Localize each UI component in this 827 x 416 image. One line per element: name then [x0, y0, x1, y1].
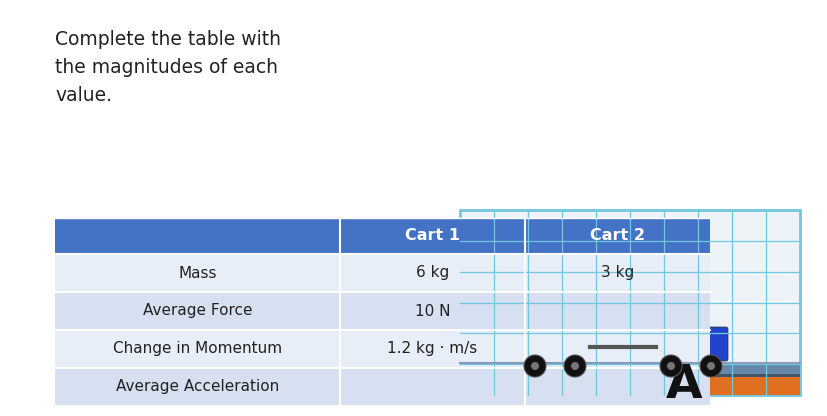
Bar	[460, 363, 799, 377]
Text: Cart 2: Cart 2	[590, 228, 644, 243]
Circle shape	[706, 362, 715, 370]
Text: Mass: Mass	[178, 265, 217, 280]
Bar	[55, 218, 340, 254]
Bar	[340, 254, 524, 292]
Bar	[340, 218, 524, 254]
Bar	[524, 330, 709, 368]
Bar	[340, 292, 524, 330]
Circle shape	[523, 355, 545, 377]
Bar	[460, 365, 799, 374]
Bar	[460, 210, 799, 395]
Bar	[530, 347, 578, 359]
Text: A: A	[665, 363, 701, 408]
Bar	[524, 292, 709, 330]
Bar	[55, 368, 340, 406]
Text: Complete the table with
the magnitudes of each
value.: Complete the table with the magnitudes o…	[55, 30, 280, 105]
Bar	[340, 368, 524, 406]
Text: Change in Momentum: Change in Momentum	[112, 342, 282, 357]
Bar	[524, 254, 709, 292]
FancyBboxPatch shape	[518, 327, 591, 361]
Circle shape	[571, 362, 578, 370]
Circle shape	[563, 355, 586, 377]
Bar	[55, 292, 340, 330]
Circle shape	[530, 362, 538, 370]
Bar	[524, 368, 709, 406]
Bar	[340, 330, 524, 368]
Text: 10 N: 10 N	[414, 304, 450, 319]
Bar	[55, 254, 340, 292]
Bar	[524, 218, 709, 254]
Text: Cart 1: Cart 1	[404, 228, 460, 243]
Circle shape	[659, 355, 681, 377]
Circle shape	[667, 362, 674, 370]
Text: Average Force: Average Force	[142, 304, 252, 319]
Text: 6 kg: 6 kg	[415, 265, 448, 280]
Text: Average Acceleration: Average Acceleration	[116, 379, 279, 394]
Text: 3 kg: 3 kg	[600, 265, 633, 280]
Bar	[55, 330, 340, 368]
FancyBboxPatch shape	[653, 327, 727, 361]
Bar	[460, 377, 799, 395]
Circle shape	[699, 355, 721, 377]
Text: 1.2 kg · m/s: 1.2 kg · m/s	[387, 342, 477, 357]
